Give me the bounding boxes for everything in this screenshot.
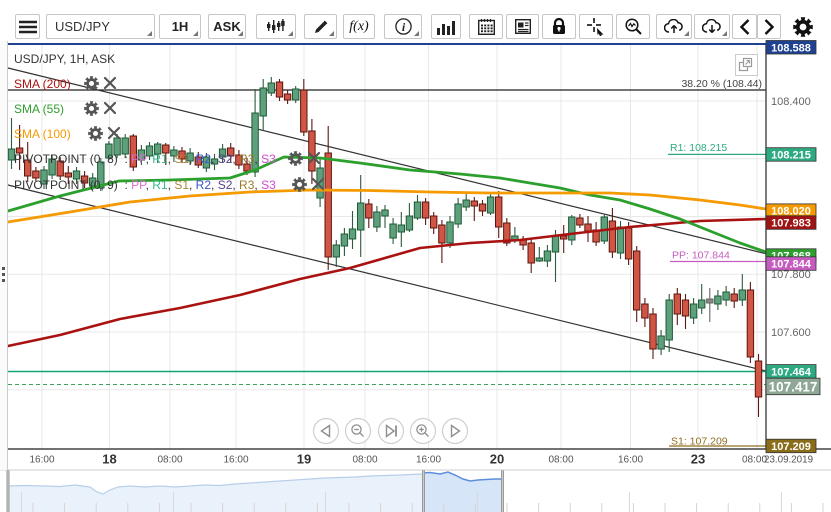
svg-text:08:00: 08:00 — [157, 455, 182, 466]
svg-text:23: 23 — [691, 452, 705, 467]
svg-text:108.020: 108.020 — [771, 206, 811, 218]
svg-text:108.400: 108.400 — [771, 96, 811, 108]
svg-text:R1: 108.215: R1: 108.215 — [670, 142, 727, 154]
svg-text:107.600: 107.600 — [771, 327, 811, 339]
svg-text:16:00: 16:00 — [416, 455, 441, 466]
svg-text:107.983: 107.983 — [771, 218, 811, 230]
svg-text:PP: 107.844: PP: 107.844 — [672, 250, 730, 262]
svg-text:19: 19 — [297, 452, 311, 467]
svg-text:107.800: 107.800 — [771, 269, 811, 281]
svg-text:18: 18 — [102, 452, 116, 467]
svg-text:16:00: 16:00 — [223, 455, 248, 466]
svg-text:08:00: 08:00 — [548, 455, 573, 466]
svg-text:108.215: 108.215 — [771, 149, 811, 161]
svg-text:107.209: 107.209 — [771, 441, 811, 453]
svg-text:107.844: 107.844 — [771, 259, 812, 271]
svg-text:107.417: 107.417 — [769, 379, 818, 394]
svg-text:23.09.2019: 23.09.2019 — [764, 455, 813, 466]
svg-text:08:00: 08:00 — [742, 455, 767, 466]
svg-text:20: 20 — [490, 452, 504, 467]
svg-text:16:00: 16:00 — [29, 455, 54, 466]
svg-text:08:00: 08:00 — [352, 455, 377, 466]
svg-text:16:00: 16:00 — [618, 455, 643, 466]
svg-text:38.20 % (108.44): 38.20 % (108.44) — [681, 78, 762, 90]
svg-text:107.464: 107.464 — [771, 366, 812, 378]
svg-text:108.588: 108.588 — [771, 42, 811, 54]
svg-text:i: i — [401, 20, 405, 34]
svg-text:S1: 107.209: S1: 107.209 — [671, 436, 728, 448]
